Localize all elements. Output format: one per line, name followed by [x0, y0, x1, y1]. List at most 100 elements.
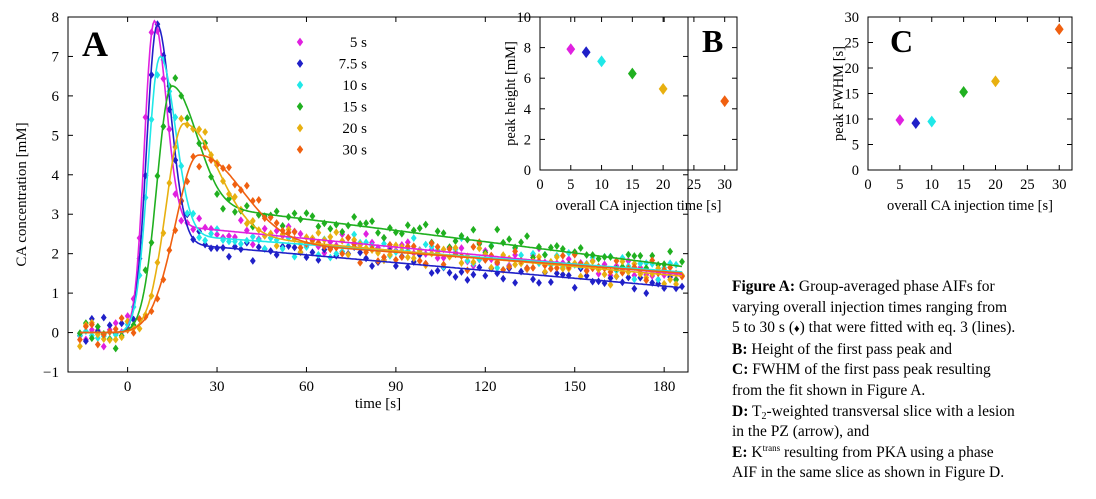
y-tick-label: 7	[52, 49, 60, 65]
x-tick-label: 30	[1052, 177, 1067, 193]
data-point	[232, 192, 238, 201]
data-point	[637, 251, 644, 260]
legend-marker	[296, 37, 304, 47]
data-point	[392, 262, 399, 270]
legend-label: 30 s	[342, 143, 367, 159]
y-tick-label: 15	[845, 87, 860, 103]
data-point	[464, 256, 471, 265]
legend-marker	[296, 80, 304, 90]
data-point	[464, 266, 471, 275]
data-point	[512, 260, 519, 269]
data-point	[82, 337, 89, 346]
data-point	[571, 283, 578, 292]
data-point	[118, 319, 125, 328]
legend-marker	[296, 145, 304, 154]
data-point	[512, 247, 519, 256]
data-point	[404, 253, 411, 262]
data-point	[553, 253, 560, 261]
data-point	[518, 251, 524, 260]
data-point	[202, 236, 209, 245]
legend-label: 10 s	[342, 78, 367, 94]
data-point	[422, 220, 429, 229]
plot-frame	[539, 16, 738, 171]
caption-line: in the PZ (arrow), and	[732, 423, 870, 441]
y-tick-label: 5	[52, 128, 60, 144]
data-point	[470, 225, 477, 234]
legend-label: 15 s	[342, 100, 367, 116]
data-point	[112, 344, 119, 353]
data-point	[494, 264, 501, 272]
data-point	[345, 233, 352, 242]
caption-line: C: FWHM of the first pass peak resulting	[732, 361, 991, 379]
data-point	[506, 235, 513, 244]
data-point	[416, 251, 423, 259]
y-tick-label: 1	[52, 286, 60, 302]
data-point	[627, 67, 637, 80]
data-point	[625, 257, 632, 265]
y-tick-label: 5	[852, 138, 859, 154]
data-point	[500, 274, 507, 283]
data-point	[357, 248, 364, 257]
data-point	[130, 328, 137, 337]
data-point	[381, 253, 387, 262]
y-tick-label: 10	[845, 112, 860, 128]
caption-line: E: Ktrans resulting from PKA using a pha…	[732, 442, 994, 461]
legend-label: 5 s	[350, 35, 367, 51]
y-tick-label: 3	[52, 207, 60, 223]
data-point	[118, 333, 125, 342]
data-point	[339, 227, 346, 236]
data-point	[261, 224, 268, 233]
data-point	[607, 268, 614, 276]
data-point	[226, 252, 232, 261]
data-point	[458, 244, 465, 252]
data-point	[333, 228, 340, 237]
data-point	[255, 236, 262, 244]
data-point	[434, 242, 441, 251]
data-point	[595, 277, 602, 286]
x-tick-label: 20	[656, 177, 671, 193]
data-point	[536, 278, 542, 287]
data-point	[172, 74, 179, 82]
fit-curve	[79, 85, 683, 334]
data-point	[249, 240, 256, 249]
caption-line: Figure A: Group-averaged phase AIFs for	[732, 278, 995, 295]
data-point	[506, 263, 513, 271]
x-tick-label: 0	[536, 177, 543, 193]
data-point	[255, 243, 262, 251]
data-point	[416, 246, 423, 255]
panel-letter: A	[82, 24, 108, 64]
data-point	[112, 319, 119, 327]
x-tick-label: 15	[956, 177, 971, 193]
data-point	[315, 256, 322, 264]
data-point	[226, 232, 232, 240]
data-point	[494, 269, 501, 278]
data-point	[583, 271, 590, 280]
data-point	[404, 263, 411, 271]
data-point	[643, 289, 650, 298]
data-point	[226, 163, 232, 172]
data-point	[124, 312, 131, 320]
data-point	[88, 334, 95, 343]
data-point	[77, 342, 83, 351]
data-point	[553, 269, 560, 278]
data-point	[565, 255, 572, 264]
data-point	[595, 269, 602, 278]
data-point	[369, 217, 375, 226]
data-point	[291, 243, 298, 252]
x-tick-label: 150	[563, 379, 586, 395]
data-point	[416, 256, 423, 265]
data-point	[118, 314, 125, 323]
data-point	[237, 216, 244, 225]
data-point	[613, 272, 620, 281]
data-point	[494, 258, 501, 267]
data-point	[249, 256, 256, 265]
data-point	[214, 225, 220, 233]
data-point	[673, 280, 679, 289]
data-point	[363, 219, 369, 228]
data-point	[387, 250, 393, 259]
data-point	[679, 257, 685, 266]
data-point	[142, 266, 149, 275]
data-point	[273, 241, 280, 250]
data-point	[106, 336, 113, 344]
caption-line: AIF in the same slice as shown in Figure…	[732, 464, 1005, 482]
